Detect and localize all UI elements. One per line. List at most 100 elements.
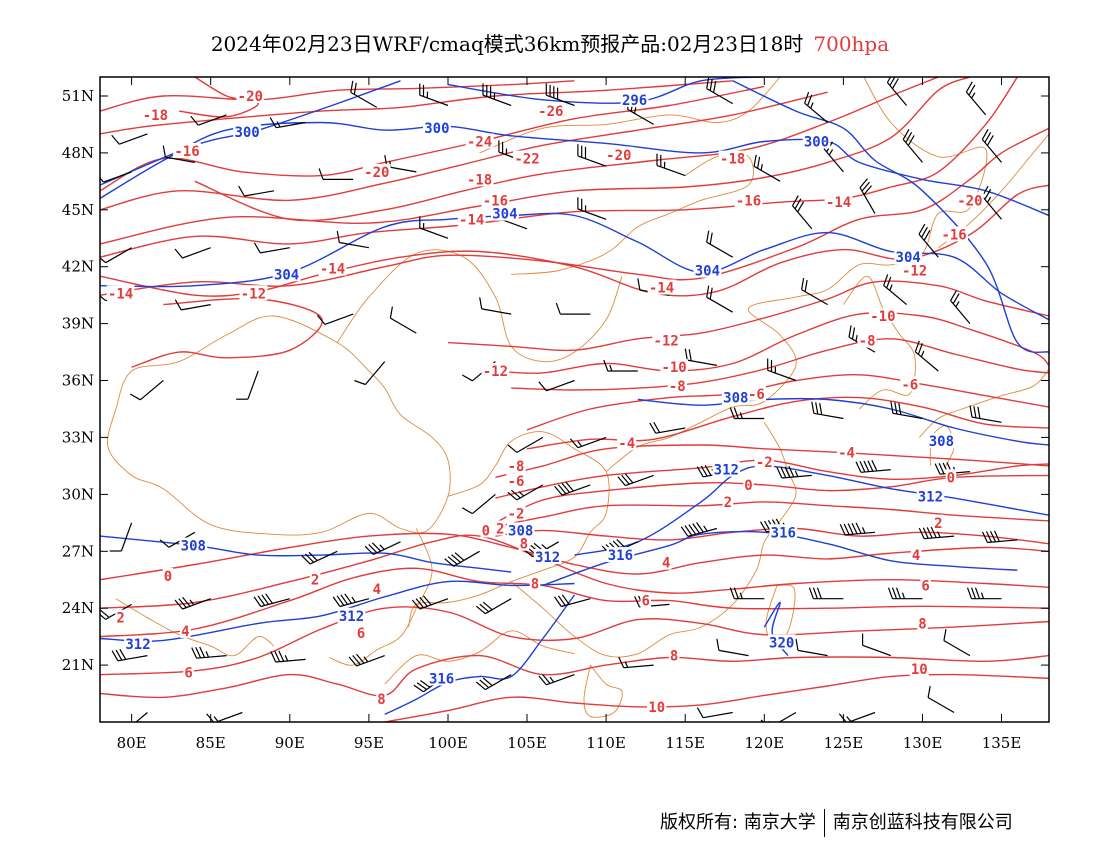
height-label-bg — [491, 205, 519, 221]
temperature-label: -14 — [320, 262, 345, 278]
temperature-label-bg — [173, 143, 201, 158]
temperature-contour — [447, 280, 1049, 352]
border-line — [106, 315, 451, 536]
temperature-label: -2 — [508, 506, 525, 522]
wind-barb — [804, 91, 828, 123]
height-label: 312 — [918, 489, 943, 505]
wind-barb — [808, 587, 844, 600]
temperature-label-bg — [536, 103, 565, 119]
height-label-bg — [712, 461, 741, 477]
y-tick-label: 42N — [62, 258, 94, 276]
temperature-label: -6 — [901, 377, 918, 393]
height-label-bg — [533, 549, 562, 564]
wind-barb — [927, 685, 955, 714]
wind-barb — [174, 299, 211, 311]
x-tick-label: 80E — [117, 734, 147, 752]
temperature-label: -18 — [467, 172, 492, 188]
x-tick-label: 120E — [745, 734, 785, 752]
temperature-contour — [100, 85, 765, 192]
wind-barb — [729, 587, 765, 600]
height-label-bg — [802, 133, 831, 149]
temperature-label-bg — [660, 359, 688, 375]
height-label: 320 — [769, 635, 794, 651]
temperature-contour — [131, 297, 323, 368]
map-title: 2024年02月23日WRF/cmaq模式36km预报产品:02月23日18时 7… — [0, 28, 1100, 57]
temperature-label-bg — [617, 435, 637, 451]
temperature-label: -12 — [902, 264, 927, 280]
temperature-contour — [100, 606, 1049, 676]
temperature-label-bg — [355, 624, 367, 640]
temperature-label: -10 — [661, 360, 686, 376]
y-tick-label: 36N — [62, 372, 94, 390]
wind-barb — [706, 285, 733, 313]
temperature-label-bg — [824, 194, 853, 210]
temperature-label-bg — [668, 647, 680, 663]
temperature-label-bg — [513, 150, 541, 166]
temperature-label: 8 — [918, 616, 926, 632]
temperature-label-bg — [718, 150, 747, 166]
height-label-bg — [620, 91, 649, 107]
height-label-bg — [124, 636, 152, 652]
temperature-contour — [495, 444, 1049, 478]
wind-barb — [716, 638, 749, 657]
height-label-bg — [427, 670, 456, 686]
temperature-label-bg — [754, 454, 774, 470]
y-tick-label: 27N — [62, 542, 94, 560]
wind-barb — [350, 80, 378, 108]
temperature-label-bg — [481, 192, 510, 208]
temperature-label-bg — [481, 363, 510, 378]
temperature-label-bg — [465, 133, 494, 149]
wind-barb — [444, 550, 480, 567]
wind-barb — [191, 646, 227, 659]
height-label: 304 — [274, 267, 299, 283]
temperature-label-bg — [647, 698, 667, 714]
temperature-label-bg — [506, 505, 526, 521]
temperature-label-bg — [746, 385, 766, 401]
wind-barb — [555, 302, 591, 315]
temperature-label-bg — [917, 615, 928, 631]
footer-divider — [823, 809, 825, 837]
temperature-label-bg — [660, 554, 672, 570]
wind-barb — [316, 313, 354, 325]
temperature-label: -16 — [483, 193, 508, 209]
height-contour — [637, 397, 1049, 446]
height-label: 296 — [622, 93, 647, 109]
temperature-label: -20 — [238, 89, 263, 105]
height-label: 308 — [929, 434, 954, 450]
height-label: 304 — [896, 250, 921, 266]
height-label-bg — [894, 249, 923, 265]
wind-barb — [791, 195, 813, 230]
height-label: 316 — [608, 548, 633, 564]
wind-barb — [253, 593, 290, 608]
temperature-label: -8 — [859, 334, 876, 350]
temperature-label-bg — [371, 581, 383, 597]
temperature-label: 8 — [377, 692, 385, 708]
wind-barb — [354, 361, 386, 386]
temperature-label: 4 — [373, 582, 381, 598]
wind-barb — [603, 359, 638, 372]
temperature-label: -12 — [483, 364, 508, 380]
temperature-label-bg — [529, 575, 541, 591]
temperature-label-bg — [667, 378, 687, 394]
temperature-label: 6 — [641, 594, 649, 610]
x-tick-label: 110E — [586, 734, 626, 752]
temperature-contour — [100, 77, 971, 245]
temperature-label: 0 — [164, 569, 172, 585]
border-line — [843, 275, 916, 410]
temperature-contour — [100, 91, 828, 211]
temperature-label-bg — [647, 279, 676, 295]
wind-barb — [656, 153, 686, 177]
wind-barb — [162, 145, 196, 163]
wind-barb — [475, 674, 512, 691]
wind-barb — [174, 596, 211, 610]
wind-barb — [554, 481, 591, 496]
border-line — [384, 630, 575, 685]
temperature-label: 6 — [357, 626, 365, 642]
wind-barb — [943, 628, 971, 657]
temperature-label-bg — [900, 262, 929, 278]
wind-barb — [861, 633, 892, 657]
temperature-label-bg — [376, 691, 387, 707]
temperature-label-bg — [106, 285, 135, 301]
temperature-label: 10 — [911, 662, 928, 678]
